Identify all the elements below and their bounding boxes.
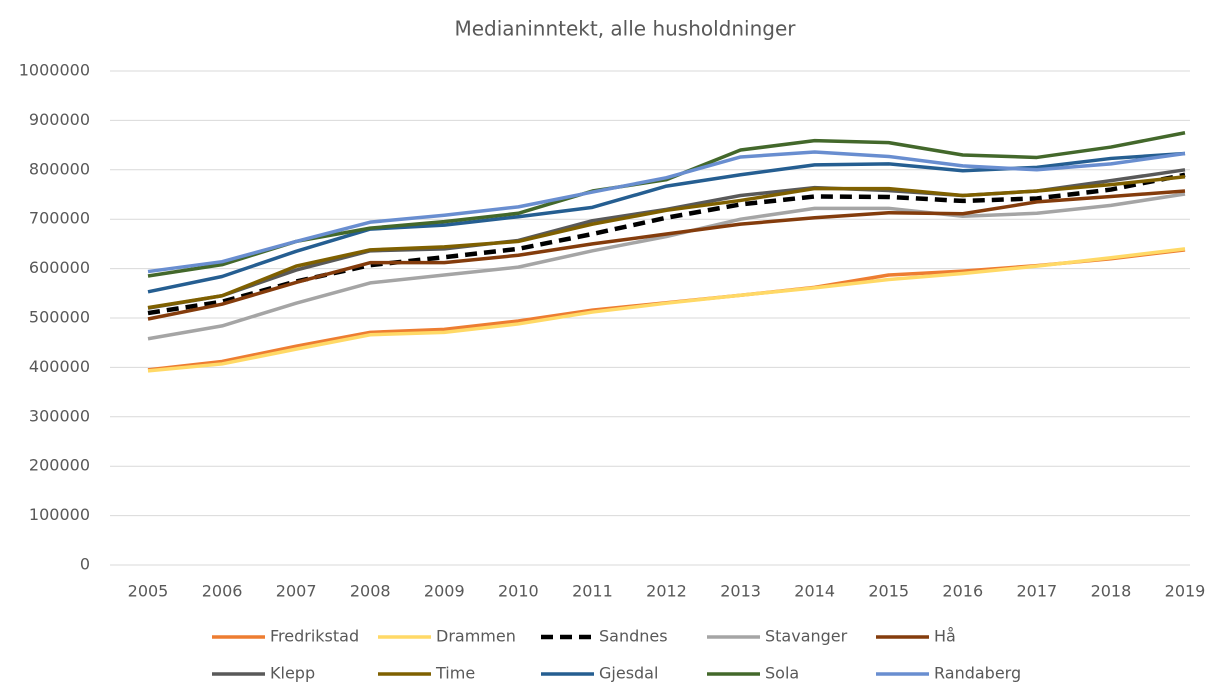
series-line — [147, 247, 1186, 373]
legend-label: Stavanger — [765, 627, 848, 646]
series-line — [147, 172, 1186, 316]
series-line — [147, 131, 1186, 278]
chart-title: Medianinntekt, alle husholdninger — [454, 17, 796, 41]
legend-label: Drammen — [436, 627, 516, 646]
y-tick-label: 200000 — [29, 456, 90, 475]
x-tick-label: 2011 — [572, 582, 613, 601]
x-tick-label: 2010 — [498, 582, 539, 601]
y-tick-label: 500000 — [29, 308, 90, 327]
x-tick-label: 2015 — [868, 582, 909, 601]
legend-label: Fredrikstad — [270, 627, 359, 646]
legend-label: Gjesdal — [599, 664, 658, 683]
series-line — [147, 150, 1186, 274]
legend-label: Sola — [765, 664, 799, 683]
x-tick-label: 2018 — [1091, 582, 1132, 601]
legend-label: Time — [435, 664, 475, 683]
y-tick-label: 900000 — [29, 110, 90, 129]
series-line — [147, 192, 1186, 341]
x-tick-label: 2007 — [276, 582, 317, 601]
x-tick-label: 2016 — [942, 582, 983, 601]
y-tick-label: 400000 — [29, 357, 90, 376]
y-tick-label: 700000 — [29, 209, 90, 228]
legend-label: Sandnes — [599, 627, 668, 646]
y-tick-label: 800000 — [29, 159, 90, 178]
x-tick-label: 2019 — [1165, 582, 1206, 601]
y-tick-label: 0 — [80, 555, 90, 574]
x-tick-label: 2005 — [128, 582, 169, 601]
x-tick-label: 2008 — [350, 582, 391, 601]
series-line — [147, 189, 1186, 321]
series-line — [147, 174, 1186, 310]
x-tick-label: 2014 — [794, 582, 835, 601]
legend-label: Hå — [934, 627, 956, 646]
x-tick-label: 2006 — [202, 582, 243, 601]
y-tick-label: 100000 — [29, 505, 90, 524]
series-line — [147, 151, 1186, 294]
x-tick-label: 2017 — [1016, 582, 1057, 601]
y-tick-label: 1000000 — [19, 61, 90, 80]
x-tick-label: 2012 — [646, 582, 687, 601]
legend-label: Klepp — [270, 664, 315, 683]
y-tick-label: 300000 — [29, 406, 90, 425]
x-tick-label: 2009 — [424, 582, 465, 601]
y-tick-label: 600000 — [29, 258, 90, 277]
legend-label: Randaberg — [934, 664, 1021, 683]
x-tick-label: 2013 — [720, 582, 761, 601]
